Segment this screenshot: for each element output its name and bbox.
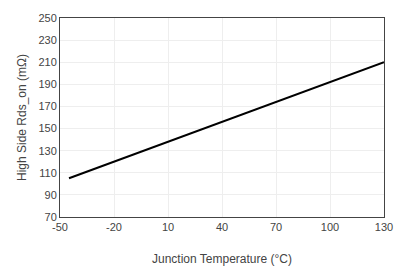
svg-text:High Side Rds_on (mΩ): High Side Rds_on (mΩ) bbox=[15, 54, 29, 181]
svg-text:40: 40 bbox=[216, 221, 228, 233]
svg-text:90: 90 bbox=[45, 189, 57, 201]
svg-text:250: 250 bbox=[38, 12, 56, 24]
svg-text:10: 10 bbox=[162, 221, 174, 233]
svg-text:-50: -50 bbox=[52, 221, 68, 233]
svg-text:130: 130 bbox=[375, 221, 393, 233]
svg-text:70: 70 bbox=[45, 211, 57, 223]
svg-text:110: 110 bbox=[39, 167, 57, 179]
svg-text:70: 70 bbox=[270, 221, 282, 233]
svg-text:230: 230 bbox=[38, 34, 56, 46]
svg-text:150: 150 bbox=[38, 122, 56, 134]
svg-text:190: 190 bbox=[38, 78, 56, 90]
svg-text:100: 100 bbox=[321, 221, 339, 233]
svg-text:170: 170 bbox=[38, 100, 56, 112]
svg-text:130: 130 bbox=[38, 145, 56, 157]
svg-text:210: 210 bbox=[38, 56, 56, 68]
svg-text:Junction Temperature (°C): Junction Temperature (°C) bbox=[152, 252, 292, 266]
svg-text:-20: -20 bbox=[106, 221, 122, 233]
